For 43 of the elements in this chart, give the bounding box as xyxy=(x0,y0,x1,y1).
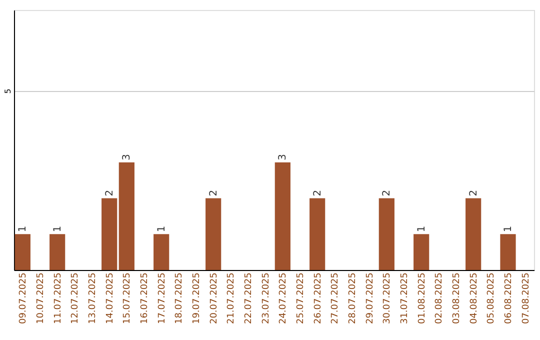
data-label: 3 xyxy=(278,154,289,160)
data-label: 1 xyxy=(18,226,29,232)
x-tick-label: 06.08.2025 xyxy=(504,272,514,324)
x-tick-label: 29.07.2025 xyxy=(365,272,376,324)
data-label: 1 xyxy=(52,226,64,232)
data-label: 1 xyxy=(156,226,168,232)
x-tick-label: 16.07.2025 xyxy=(140,272,150,324)
x-tick-label: 23.07.2025 xyxy=(261,272,272,324)
x-tick-label: 26.07.2025 xyxy=(313,272,324,324)
data-label: 3 xyxy=(122,154,133,160)
y-tick-label: 5 xyxy=(4,88,12,94)
x-tick-label: 27.07.2025 xyxy=(330,272,341,324)
x-tick-label: 12.07.2025 xyxy=(70,272,81,324)
x-tick-label: 02.08.2025 xyxy=(434,272,445,324)
data-label: 2 xyxy=(104,190,116,196)
x-tick-label: 21.07.2025 xyxy=(226,272,237,324)
x-tick-label: 31.07.2025 xyxy=(400,272,410,324)
x-tick-label: 10.07.2025 xyxy=(36,272,46,324)
x-tick-label: 05.08.2025 xyxy=(486,272,497,324)
data-label: 2 xyxy=(208,190,220,196)
data-label: 2 xyxy=(382,190,393,196)
data-label: 1 xyxy=(503,226,514,232)
x-tick-label: 20.07.2025 xyxy=(209,272,220,324)
x-tick-label: 01.08.2025 xyxy=(417,272,428,324)
x-tick-label: 17.07.2025 xyxy=(157,272,168,324)
data-label: 1 xyxy=(416,226,428,232)
x-tick-label: 24.07.2025 xyxy=(278,272,289,324)
x-tick-label: 22.07.2025 xyxy=(244,272,254,324)
x-tick-label: 28.07.2025 xyxy=(348,272,358,324)
x-tick-label: 11.07.2025 xyxy=(53,272,64,324)
x-tick-label: 09.07.2025 xyxy=(18,272,29,324)
x-tick-label: 30.07.2025 xyxy=(382,272,393,324)
x-tick-label: 13.07.2025 xyxy=(88,272,98,324)
x-tick-label: 04.08.2025 xyxy=(469,272,480,324)
data-label: 2 xyxy=(312,190,324,196)
data-label: 2 xyxy=(468,190,480,196)
x-tick-label: 19.07.2025 xyxy=(192,272,202,324)
x-tick-label: 15.07.2025 xyxy=(122,272,133,324)
x-tick-label: 03.08.2025 xyxy=(452,272,462,324)
x-tick-label: 14.07.2025 xyxy=(105,272,116,324)
x-tick-label: 07.08.2025 xyxy=(521,272,532,324)
x-tick-label: 18.07.2025 xyxy=(174,272,185,324)
x-tick-label: 25.07.2025 xyxy=(296,272,306,324)
